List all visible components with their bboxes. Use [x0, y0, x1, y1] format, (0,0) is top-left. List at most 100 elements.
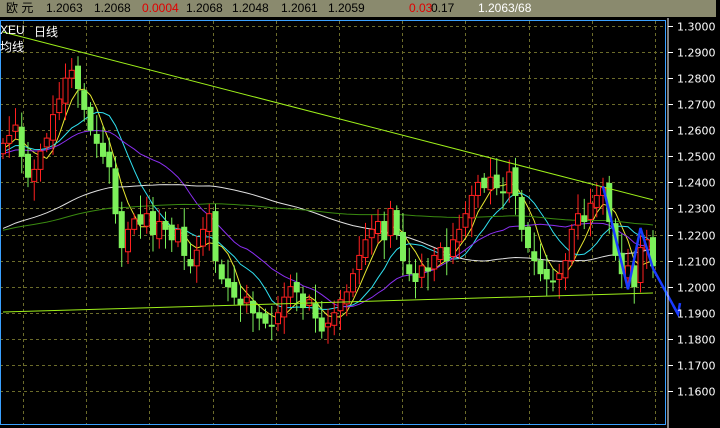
candle	[125, 221, 131, 265]
tick-label: 1.2700	[677, 99, 716, 112]
candle	[168, 217, 175, 253]
candle-body	[106, 151, 113, 168]
candle	[206, 203, 213, 251]
tick-label: 1.1900	[677, 308, 716, 321]
candle	[106, 137, 113, 184]
candle-body	[0, 142, 6, 155]
quote-value: 1.2059	[328, 1, 365, 15]
candle-body	[556, 273, 563, 280]
candle	[493, 158, 500, 196]
candle-body	[112, 168, 119, 215]
candle-body	[500, 191, 506, 194]
candle	[593, 183, 600, 218]
candle	[337, 289, 344, 330]
tick-label: 1.1700	[677, 360, 716, 373]
candle-body	[68, 69, 75, 79]
tick-label: 1.2900	[677, 47, 716, 60]
candle	[6, 116, 13, 158]
candle-body	[156, 221, 163, 240]
candle-body	[637, 247, 644, 284]
period-label: 日线	[34, 25, 59, 39]
candle-body	[412, 273, 419, 282]
tick-label: 1.2000	[677, 282, 716, 295]
candle-body	[268, 324, 275, 327]
candle	[562, 253, 569, 291]
candle-body	[137, 214, 144, 225]
candle-body	[200, 228, 206, 247]
tick-label: 1.2600	[677, 125, 716, 138]
candle-body	[425, 267, 431, 272]
candle	[193, 235, 200, 283]
candle-body	[12, 124, 19, 132]
tick-label: 1.2300	[677, 203, 716, 216]
candle	[200, 217, 206, 256]
candle	[281, 282, 288, 334]
candle-body	[256, 312, 263, 319]
candle	[587, 188, 594, 237]
candle	[50, 95, 56, 155]
candle-body	[543, 268, 550, 280]
trendlines	[2, 31, 682, 318]
candle-body	[193, 249, 200, 267]
candle	[331, 300, 338, 336]
candle-body	[587, 202, 594, 220]
tick-label: 1.2200	[677, 230, 716, 243]
candle	[43, 132, 50, 153]
candle	[475, 174, 481, 208]
candle-body	[581, 215, 588, 223]
candle	[31, 159, 38, 201]
candle	[225, 259, 231, 302]
arrow-head-icon	[671, 302, 682, 318]
candle-body	[437, 247, 444, 261]
candle	[356, 236, 363, 285]
candle-body	[56, 98, 63, 114]
candle-body	[381, 221, 388, 241]
candle-body	[75, 65, 81, 90]
candle-body	[100, 142, 106, 157]
candle	[412, 259, 419, 299]
candle	[581, 198, 588, 230]
quote-value: 1.2068	[94, 1, 131, 15]
candle	[231, 265, 238, 305]
candle	[568, 224, 575, 266]
tick-label: 1.2500	[677, 151, 716, 164]
candle-body	[125, 228, 131, 253]
candle	[500, 177, 506, 210]
candle	[450, 222, 456, 265]
candle-body	[512, 167, 519, 196]
candle	[537, 243, 544, 282]
candle-body	[356, 254, 363, 270]
candle	[181, 207, 188, 271]
candle	[262, 308, 269, 329]
quote-amp: 0.17	[431, 1, 455, 15]
candle-body	[562, 260, 569, 279]
candle	[362, 222, 369, 266]
candle	[175, 224, 181, 248]
candle	[431, 247, 438, 282]
candle	[37, 143, 44, 182]
candle-body	[6, 134, 13, 144]
candle-body	[281, 296, 288, 318]
candle	[18, 112, 25, 174]
candle	[637, 235, 644, 293]
ma-label: 均线	[0, 40, 25, 54]
candle	[287, 274, 294, 308]
candle-body	[331, 312, 338, 326]
candle-body	[43, 137, 50, 148]
candle-body	[150, 211, 156, 236]
candle-body	[175, 228, 181, 243]
candle	[418, 253, 425, 288]
candle-body	[300, 293, 306, 309]
candle-body	[593, 194, 600, 208]
candle-body	[362, 239, 369, 259]
quote-value: 1.2061	[281, 1, 318, 15]
candle-body	[218, 264, 225, 280]
candle-body	[118, 211, 125, 249]
tick-label: 1.1600	[677, 386, 716, 399]
candle	[525, 222, 531, 253]
candle-body	[575, 213, 581, 226]
candle	[187, 242, 194, 274]
candle	[275, 295, 281, 332]
candle-body	[87, 106, 94, 131]
